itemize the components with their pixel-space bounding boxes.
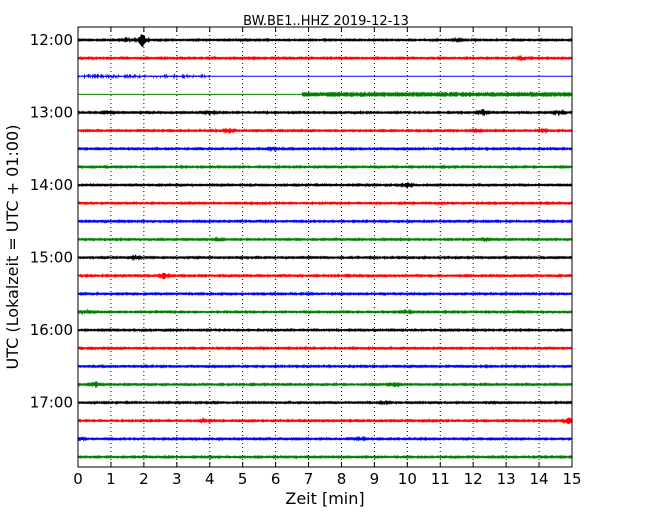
x-tick-label: 14 (530, 470, 549, 488)
trace-13:30 (77, 145, 573, 153)
trace-17:15 (77, 417, 573, 425)
y-axis-ticks: 12:00 13:00 14:00 15:00 16:00 17:00 (30, 31, 572, 412)
trace-13:00 (77, 108, 573, 116)
y-tick-label: 15:00 (30, 249, 73, 267)
trace-12:45 (301, 91, 573, 98)
trace-14:45 (77, 235, 573, 243)
trace-15:30 (77, 291, 573, 297)
x-tick-label: 10 (398, 470, 417, 488)
trace-15:45 (77, 308, 573, 316)
x-tick-label: 8 (337, 470, 347, 488)
y-tick-label: 12:00 (30, 31, 73, 49)
seismic-traces (77, 34, 573, 460)
x-tick-label: 1 (106, 470, 116, 488)
y-axis-label: UTC (Lokalzeit = UTC + 01:00) (3, 125, 22, 370)
x-axis-ticks: 0 1 2 3 4 5 6 7 8 9 10 11 12 13 14 15 (73, 27, 582, 488)
trace-17:45 (77, 454, 573, 460)
x-tick-label: 15 (562, 470, 581, 488)
trace-15:00 (77, 254, 573, 262)
x-tick-label: 3 (172, 470, 182, 488)
trace-12:00 (77, 34, 573, 47)
vertical-gridlines (110, 27, 540, 467)
x-tick-label: 13 (497, 470, 516, 488)
trace-16:30 (77, 363, 573, 370)
trace-14:30 (77, 218, 573, 224)
trace-17:30 (77, 435, 573, 442)
y-tick-label: 17:00 (30, 394, 73, 412)
trace-17:00 (77, 399, 573, 406)
x-tick-label: 7 (304, 470, 314, 488)
y-tick-label: 13:00 (30, 104, 73, 122)
x-tick-label: 6 (271, 470, 281, 488)
x-axis-label: Zeit [min] (285, 489, 364, 508)
trace-15:15 (77, 272, 573, 280)
y-tick-label: 14:00 (30, 176, 73, 194)
x-tick-label: 4 (205, 470, 215, 488)
x-tick-label: 2 (139, 470, 149, 488)
trace-13:15 (77, 127, 573, 135)
x-tick-label: 0 (73, 470, 83, 488)
trace-16:00 (77, 327, 573, 333)
x-tick-label: 5 (238, 470, 248, 488)
plot-frame (77, 26, 573, 468)
y-tick-label: 16:00 (30, 321, 73, 339)
trace-12:30 (77, 73, 211, 80)
chart-title: BW.BE1..HHZ 2019-12-13 (243, 14, 409, 29)
trace-12:15 (77, 54, 573, 62)
x-tick-label: 9 (370, 470, 380, 488)
x-tick-label: 12 (464, 470, 483, 488)
trace-13:45 (77, 164, 573, 170)
x-tick-label: 11 (431, 470, 450, 488)
trace-16:45 (77, 381, 573, 388)
trace-14:00 (77, 182, 573, 189)
trace-14:15 (77, 200, 573, 206)
trace-16:15 (77, 345, 573, 351)
